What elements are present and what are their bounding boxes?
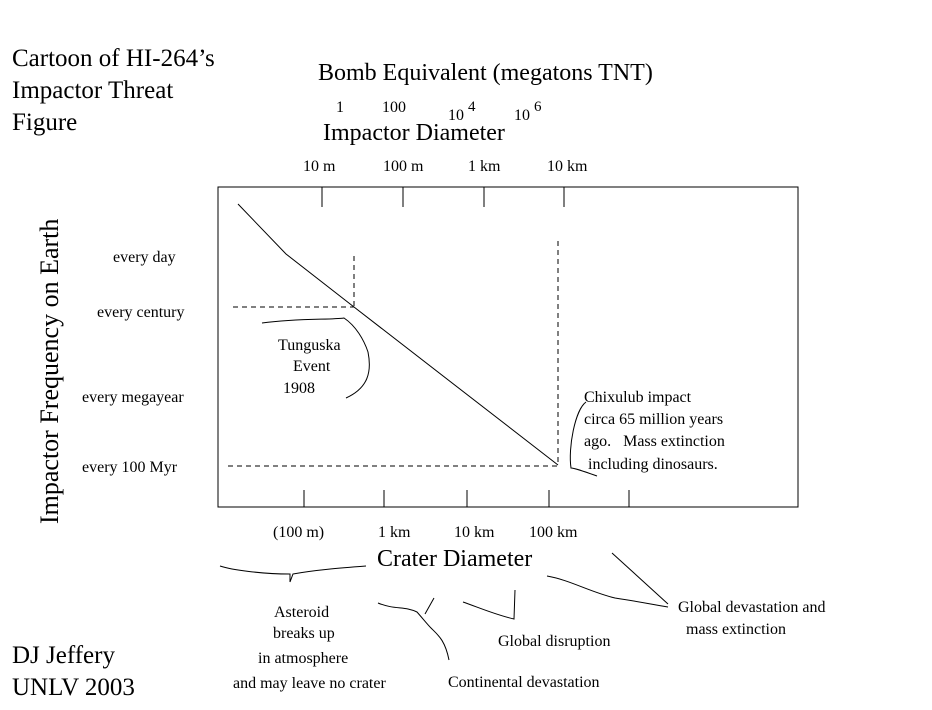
- frequency-curve: [237, 203, 559, 466]
- bomb-tick-1: 1: [336, 99, 344, 116]
- plot-frame: [217, 186, 799, 508]
- asteroid-brace: [219, 565, 367, 583]
- tunguska-pointer: [261, 317, 370, 399]
- crater-tick-10km: 10 km: [454, 524, 495, 541]
- chixulub-label-line-2: circa 65 million years: [584, 411, 724, 428]
- chixulub-label-line-4: including dinosaurs.: [584, 456, 718, 473]
- global-disruption-label: Global disruption: [498, 633, 611, 650]
- global-devastation-label-line-1: Global devastation and: [678, 599, 826, 616]
- freq-tick-every-100-myr: every 100 Myr: [82, 459, 178, 476]
- tunguska-label-line-2: Event: [293, 358, 331, 375]
- asteroid-label-line-1: Asteroid: [274, 604, 330, 621]
- figure-title-line-1: Cartoon of HI-264’s: [12, 45, 215, 72]
- bomb-tick-4: 10 6: [514, 99, 542, 124]
- figure-title-line-2: Impactor Threat: [12, 77, 174, 104]
- freq-tick-every-century: every century: [97, 304, 185, 321]
- tunguska-label-line-3: 1908: [283, 380, 315, 397]
- global-disruption-pointer: [462, 589, 516, 620]
- asteroid-label-line-2: breaks up: [273, 625, 335, 642]
- crater-tick-100m: (100 m): [273, 524, 325, 541]
- credit-author: DJ Jeffery: [12, 642, 115, 669]
- freq-tick-every-megayear: every megayear: [82, 389, 184, 406]
- credit-institution: UNLV 2003: [12, 674, 135, 701]
- chixulub-pointer: [569, 401, 598, 477]
- impactor-diameter-label: Impactor Diameter: [323, 120, 505, 146]
- asteroid-label-line-4: and may leave no crater: [233, 675, 386, 692]
- crater-tick-100km: 100 km: [529, 524, 578, 541]
- crater-tick-1km: 1 km: [378, 524, 411, 541]
- continental-devastation-label: Continental devastation: [448, 674, 600, 691]
- global-devastation-label-line-2: mass extinction: [678, 621, 786, 638]
- bomb-tick-3: 10 4: [448, 99, 476, 124]
- asteroid-label-line-3: in atmosphere: [258, 650, 349, 667]
- impactor-tick-10m: 10 m: [303, 158, 336, 175]
- tunguska-label-line-1: Tunguska: [278, 337, 341, 354]
- freq-tick-every-day: every day: [113, 249, 176, 266]
- chixulub-label-line-1: Chixulub impact: [584, 389, 692, 406]
- global-devastation-pointer: [546, 552, 669, 608]
- bomb-tick-2: 100: [382, 99, 406, 116]
- impactor-tick-100m: 100 m: [383, 158, 424, 175]
- crater-diameter-label: Crater Diameter: [377, 546, 533, 572]
- figure-title-line-3: Figure: [12, 109, 78, 136]
- bomb-equivalent-label: Bomb Equivalent (megatons TNT): [318, 60, 653, 86]
- impactor-tick-1km: 1 km: [468, 158, 501, 175]
- impactor-tick-10km: 10 km: [547, 158, 588, 175]
- continental-pointer: [377, 597, 450, 661]
- chixulub-label-line-3: ago. Mass extinction: [584, 433, 725, 450]
